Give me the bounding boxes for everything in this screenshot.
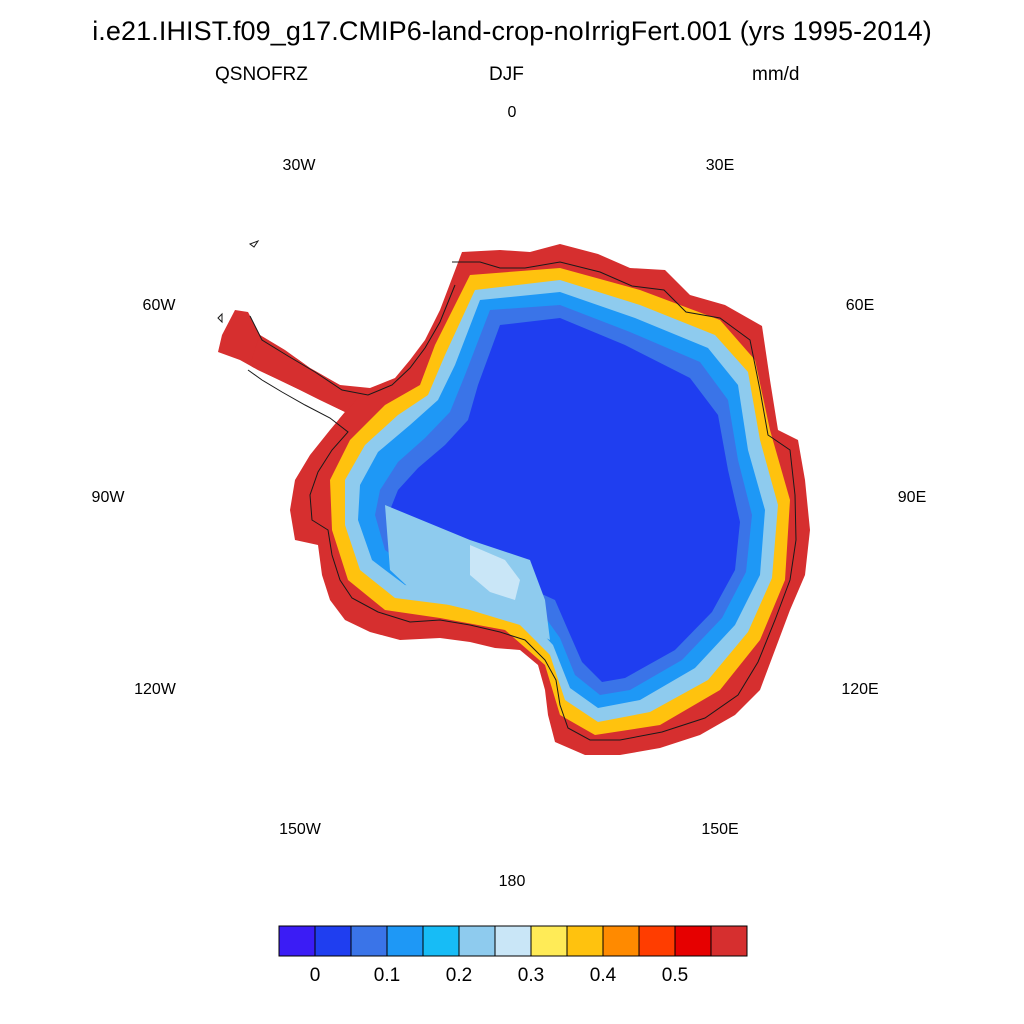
lon-label-150w: 150W (279, 821, 321, 838)
lon-label-120e: 120E (841, 681, 879, 698)
lon-label-60e: 60E (845, 297, 875, 314)
season-label: DJF (489, 64, 524, 85)
colorbar-tick-label: 0.1 (374, 965, 400, 986)
colorbar-swatch (422, 925, 460, 957)
colorbar-swatch (458, 925, 496, 957)
colorbar-tick-label: 0.2 (446, 965, 472, 986)
lon-label-30w: 30W (282, 157, 316, 174)
ross-shelf-inner (470, 545, 520, 600)
colorbar-tick-label: 0.4 (590, 965, 617, 986)
colorbar-swatch (710, 925, 748, 957)
lon-label-0: 0 (507, 104, 517, 121)
colorbar-swatch (494, 925, 532, 957)
coastline (247, 261, 797, 741)
colorbar-swatch (530, 925, 568, 957)
lon-label-60w: 60W (142, 297, 176, 314)
lon-label-30e: 30E (705, 157, 735, 174)
variable-label: QSNOFRZ (215, 64, 308, 85)
colorbar-swatch (602, 925, 640, 957)
colorbar-tick-label: 0.5 (662, 965, 688, 986)
peninsula-zone (250, 340, 360, 420)
plot-title: i.e21.IHIST.f09_g17.CMIP6-land-crop-noIr… (92, 16, 932, 46)
island-outline (248, 239, 260, 248)
lon-label-150e: 150E (701, 821, 739, 838)
lon-label-90w: 90W (91, 489, 125, 506)
colorbar-tick-label: 0 (310, 965, 321, 986)
ross-shelf-zone (385, 505, 550, 640)
colorbar-swatch (278, 925, 316, 957)
interior-low-zone (390, 318, 740, 682)
colorbar-swatch (314, 925, 352, 957)
lon-label-120w: 120W (134, 681, 176, 698)
colorbar-tick-label: 0.3 (518, 965, 544, 986)
colorbar-swatch (638, 925, 676, 957)
units-label: mm/d (752, 64, 800, 85)
lon-label-90e: 90E (897, 489, 927, 506)
colorbar-swatch (386, 925, 424, 957)
colorbar-swatch (566, 925, 604, 957)
island-outline (217, 312, 223, 324)
lon-label-180: 180 (498, 873, 526, 890)
colorbar-swatch (350, 925, 388, 957)
colorbar-swatch (674, 925, 712, 957)
